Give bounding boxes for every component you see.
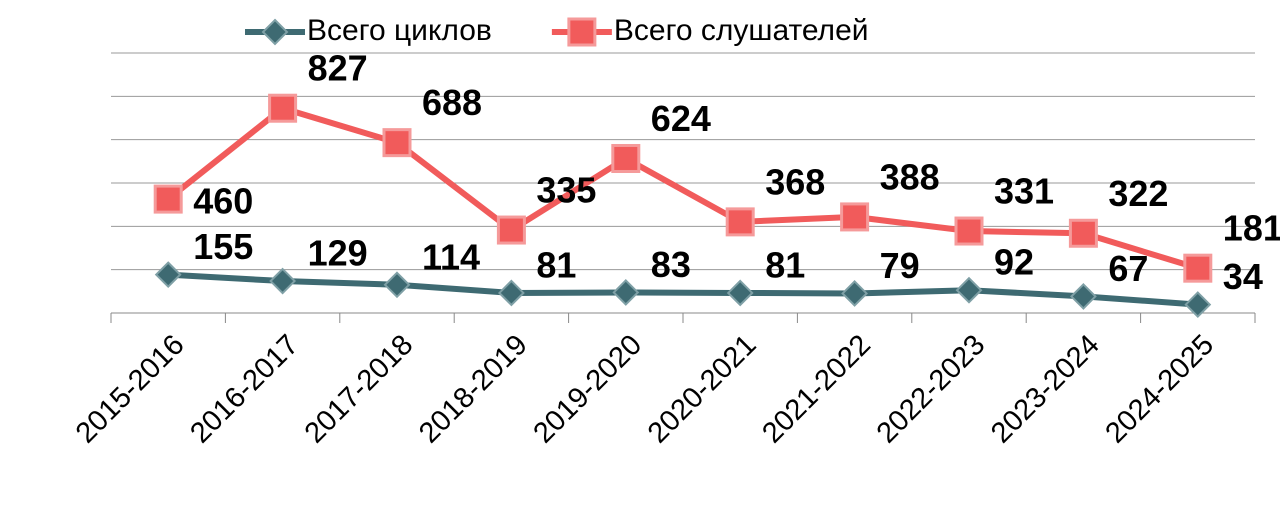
marker <box>954 216 984 246</box>
data-label: 460 <box>193 181 253 222</box>
legend-label: Всего слушателей <box>614 14 869 47</box>
data-label: 688 <box>422 82 482 123</box>
data-label: 331 <box>994 171 1054 212</box>
data-label: 81 <box>536 244 576 285</box>
marker <box>154 261 182 289</box>
x-tick-label: 2022-2023 <box>871 329 992 450</box>
data-label: 83 <box>651 244 691 285</box>
x-tick-label: 2023-2024 <box>985 329 1106 450</box>
marker <box>955 276 983 304</box>
marker <box>268 93 298 123</box>
marker <box>567 17 597 47</box>
data-label: 92 <box>994 242 1034 283</box>
marker <box>725 207 755 237</box>
data-label: 81 <box>765 244 805 285</box>
x-tick-label: 2017-2018 <box>299 329 420 450</box>
x-tick-label: 2021-2022 <box>756 329 877 450</box>
data-label: 34 <box>1223 256 1263 297</box>
marker <box>383 271 411 299</box>
marker <box>382 128 412 158</box>
series-line <box>168 271 1199 308</box>
marker <box>612 279 640 306</box>
marker <box>153 184 183 214</box>
data-label: 388 <box>880 156 940 197</box>
marker <box>1068 218 1098 248</box>
data-label: 67 <box>1108 248 1148 289</box>
x-tick-label: 2019-2020 <box>527 329 648 450</box>
marker <box>611 143 641 173</box>
data-label: 155 <box>193 226 253 267</box>
series-line <box>166 104 1199 272</box>
marker <box>841 280 869 307</box>
data-label: 335 <box>536 170 596 211</box>
data-label: 624 <box>651 98 711 139</box>
marker <box>261 18 289 46</box>
data-label: 181 <box>1223 208 1280 249</box>
data-label: 827 <box>308 48 368 89</box>
data-label: 79 <box>880 245 920 286</box>
marker <box>269 267 297 295</box>
marker <box>497 279 525 307</box>
data-label: 322 <box>1108 173 1168 214</box>
data-label: 129 <box>308 233 368 274</box>
marker <box>1183 253 1213 283</box>
x-tick-label: 2020-2021 <box>642 329 763 450</box>
x-tick-label: 2018-2019 <box>413 329 534 450</box>
legend-label: Всего циклов <box>307 14 492 47</box>
marker <box>1184 291 1212 318</box>
marker <box>496 215 526 245</box>
x-tick-label: 2024-2025 <box>1099 329 1220 450</box>
x-tick-label: 2016-2017 <box>184 329 305 450</box>
marker <box>726 279 754 307</box>
data-label: 368 <box>765 161 825 202</box>
x-tick-label: 2015-2016 <box>70 329 191 450</box>
marker <box>1069 282 1097 310</box>
marker <box>840 202 870 232</box>
data-label: 114 <box>422 236 480 277</box>
